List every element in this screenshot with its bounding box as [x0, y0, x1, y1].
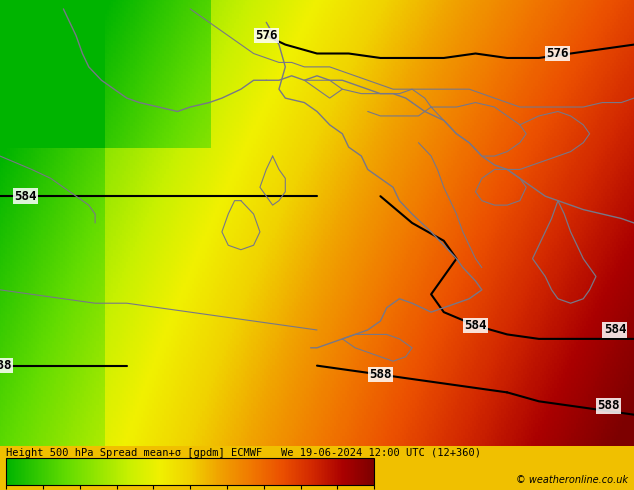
- Text: 588: 588: [597, 399, 620, 412]
- Text: 576: 576: [547, 47, 569, 60]
- Text: Height 500 hPa Spread mean+σ [gpdm] ECMWF   We 19-06-2024 12:00 UTC (12+360): Height 500 hPa Spread mean+σ [gpdm] ECMW…: [6, 448, 481, 458]
- Text: 588: 588: [0, 359, 11, 372]
- Text: 588: 588: [369, 368, 392, 381]
- Text: 584: 584: [604, 323, 626, 337]
- Text: © weatheronline.co.uk: © weatheronline.co.uk: [515, 475, 628, 485]
- Text: 584: 584: [15, 190, 37, 203]
- Text: 584: 584: [464, 319, 487, 332]
- Text: 576: 576: [255, 29, 278, 42]
